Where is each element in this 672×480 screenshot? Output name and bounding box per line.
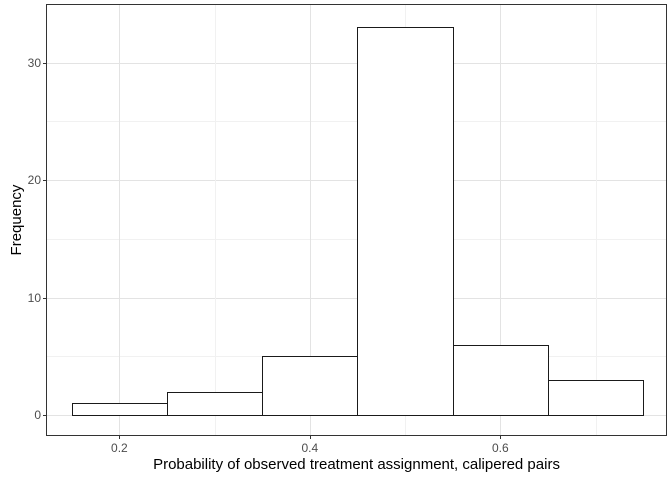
- x-major-gridline: [500, 5, 502, 435]
- histogram-bar: [262, 356, 359, 417]
- histogram-bar: [71, 403, 168, 416]
- y-major-gridline: [47, 180, 666, 182]
- y-tick-mark: [43, 415, 47, 417]
- x-tick-label: 0.4: [301, 441, 319, 455]
- x-tick-mark: [309, 435, 311, 439]
- x-axis-title: Probability of observed treatment assign…: [153, 456, 560, 473]
- histogram-bar: [452, 344, 549, 417]
- y-tick-mark: [43, 180, 47, 182]
- x-tick-mark: [500, 435, 502, 439]
- x-minor-gridline: [595, 5, 597, 435]
- x-minor-gridline: [214, 5, 216, 435]
- y-tick-label: 0: [34, 408, 41, 423]
- y-tick-mark: [43, 62, 47, 64]
- y-minor-gridline: [47, 121, 666, 123]
- y-tick-label: 10: [27, 290, 41, 305]
- y-major-gridline: [47, 62, 666, 64]
- y-tick-label: 20: [27, 173, 41, 188]
- y-tick-label: 30: [27, 55, 41, 70]
- x-tick-label: 0.6: [491, 441, 509, 455]
- y-tick-mark: [43, 297, 47, 299]
- histogram-bar: [547, 379, 645, 417]
- y-major-gridline: [47, 297, 666, 299]
- x-tick-mark: [119, 435, 121, 439]
- y-minor-gridline: [47, 238, 666, 240]
- histogram-bar: [166, 391, 264, 416]
- x-major-gridline: [309, 5, 311, 435]
- plot-panel: [47, 5, 666, 435]
- x-major-gridline: [119, 5, 121, 435]
- y-axis-title: Frequency: [8, 184, 25, 256]
- histogram-bar: [357, 27, 454, 417]
- x-tick-label: 0.2: [111, 441, 128, 455]
